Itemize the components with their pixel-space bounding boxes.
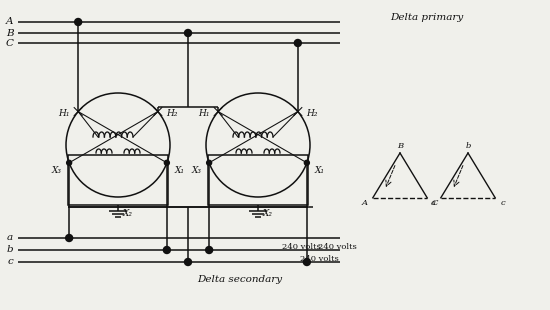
Text: H₁: H₁ <box>199 109 210 118</box>
Text: X₂: X₂ <box>123 209 133 218</box>
Text: a: a <box>7 233 13 242</box>
Text: H₁: H₁ <box>58 109 70 118</box>
Circle shape <box>163 246 170 254</box>
Circle shape <box>75 19 81 25</box>
Text: Delta secondary: Delta secondary <box>197 276 283 285</box>
Bar <box>208 155 308 205</box>
Circle shape <box>304 259 310 265</box>
Bar <box>68 155 168 205</box>
Text: c: c <box>501 199 505 207</box>
Circle shape <box>207 160 212 165</box>
Text: B: B <box>397 142 403 150</box>
Text: b: b <box>7 246 13 255</box>
Text: X₁: X₁ <box>175 166 185 175</box>
Text: X₃: X₃ <box>51 166 61 175</box>
Circle shape <box>294 39 301 46</box>
Text: a: a <box>430 199 435 207</box>
Text: 240 volts: 240 volts <box>300 255 339 263</box>
Text: H₂: H₂ <box>306 109 317 118</box>
Text: B: B <box>6 29 14 38</box>
Text: A: A <box>362 199 368 207</box>
Text: C: C <box>6 38 14 47</box>
Text: Delta primary: Delta primary <box>390 14 463 23</box>
Circle shape <box>65 234 73 241</box>
Text: A: A <box>6 17 14 26</box>
Text: X₂: X₂ <box>263 209 273 218</box>
Text: C: C <box>432 199 438 207</box>
Text: H₂: H₂ <box>166 109 178 118</box>
Circle shape <box>206 246 213 254</box>
Text: X₁: X₁ <box>315 166 325 175</box>
Text: 240 volts: 240 volts <box>318 243 357 251</box>
Circle shape <box>304 160 309 165</box>
Text: X₃: X₃ <box>191 166 201 175</box>
Circle shape <box>67 160 72 165</box>
Circle shape <box>184 259 191 265</box>
Text: 240 volts: 240 volts <box>282 243 321 251</box>
Circle shape <box>164 160 169 165</box>
Text: c: c <box>7 258 13 267</box>
Circle shape <box>184 29 191 37</box>
Text: b: b <box>465 142 471 150</box>
